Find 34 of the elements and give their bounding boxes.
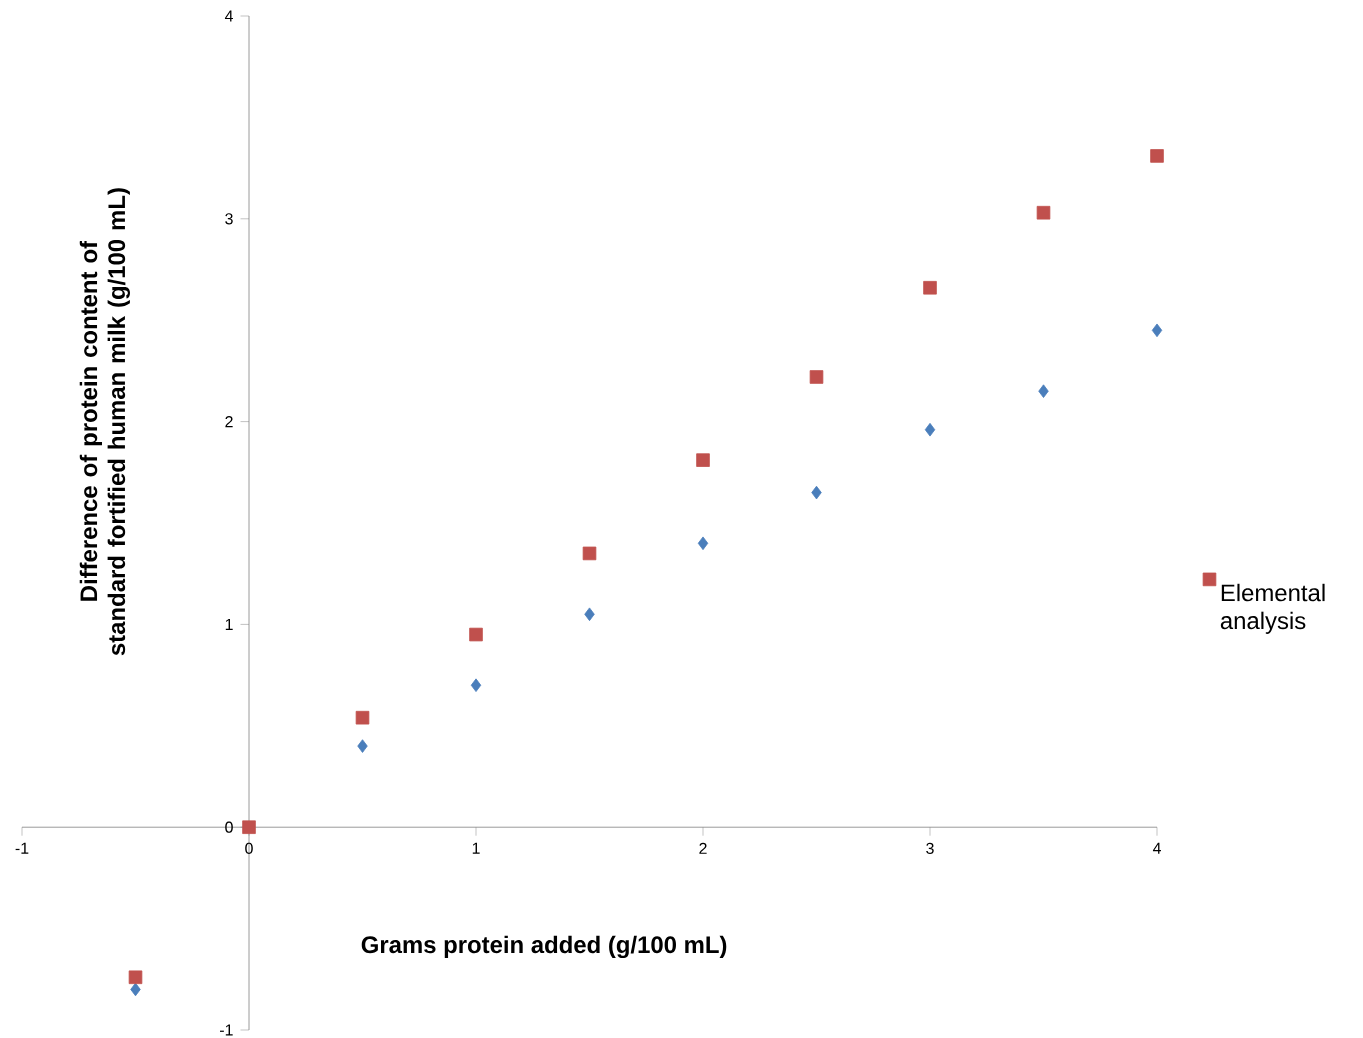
y-tick-label: 0 [225, 821, 233, 833]
point [582, 546, 597, 561]
x-tick-label: 4 [1152, 842, 1161, 854]
point [130, 982, 141, 997]
x-tick-label: 3 [926, 842, 934, 855]
point [1036, 205, 1051, 220]
point [1151, 323, 1163, 338]
x-axis-title: Grams protein added (g/100 mL) [361, 935, 727, 959]
point [923, 280, 937, 295]
point [469, 627, 483, 642]
y-tick-label: -1 [220, 1024, 233, 1036]
point [924, 422, 936, 437]
point [355, 710, 370, 725]
x-tick-label: 0 [245, 842, 253, 855]
point [1038, 384, 1049, 398]
point [357, 739, 368, 753]
x-tick-label: 2 [699, 842, 707, 854]
y-tick-label: 3 [225, 213, 233, 225]
x-tick-label: 1 [472, 842, 480, 854]
point [470, 678, 482, 693]
point [811, 485, 822, 500]
point [242, 820, 256, 834]
legend-label: Elemental analysis [1220, 583, 1325, 634]
y-tick-label: 4 [224, 10, 233, 22]
point [809, 370, 824, 384]
y-tick-label: 1 [225, 618, 233, 630]
point [584, 607, 595, 622]
point [697, 536, 709, 551]
point [1150, 149, 1164, 163]
point [696, 453, 710, 467]
point [128, 970, 143, 985]
y-axis-title: Difference of protein content of standard fortified human milk (g/100 mL) [79, 188, 130, 656]
x-tick-label: -1 [15, 842, 29, 854]
y-tick-label: 2 [225, 416, 233, 428]
